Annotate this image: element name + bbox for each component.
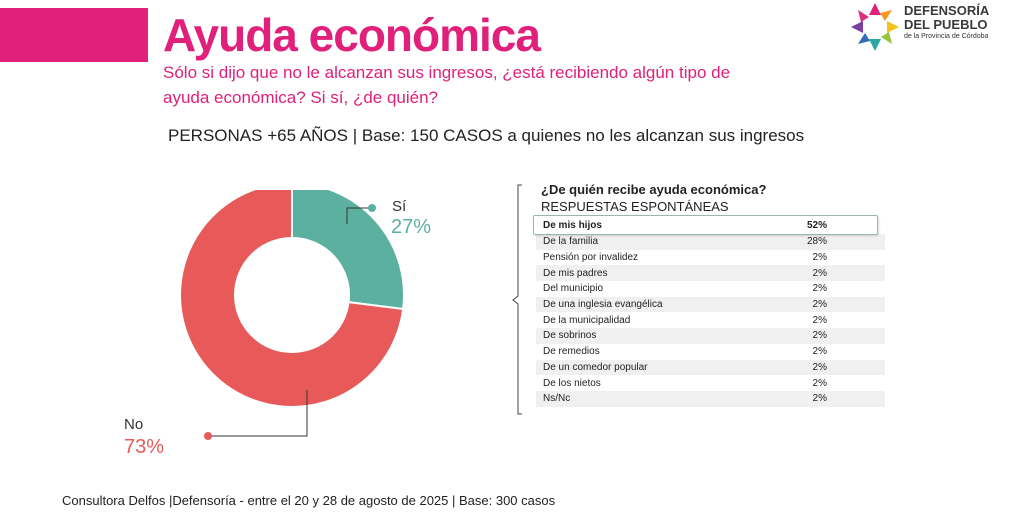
table-row-value: 2% [812, 346, 827, 358]
donut-slice-si [291, 190, 405, 311]
logo-line-2: DEL PUEBLO [904, 17, 988, 32]
top-row-highlight [533, 215, 878, 235]
table-row-label: Pensión por invalidez [543, 252, 639, 264]
table-row: De la familia 28% [536, 234, 885, 250]
header-accent-bar [0, 8, 148, 62]
donut-slices [179, 190, 405, 408]
table-row: Pensión por invalidez 2% [536, 250, 885, 266]
table-row-label: De los nietos [543, 377, 601, 389]
table-row: De una inglesia evangélica 2% [536, 296, 885, 313]
table-row: De un comedor popular 2% [536, 359, 885, 376]
table-row: De sobrinos 2% [536, 328, 885, 344]
table-row-value: 52% [806, 220, 827, 231]
table-row-value: 2% [812, 283, 827, 295]
table-brace [512, 184, 522, 415]
logo-line-3: de la Provincia de Córdoba [904, 33, 989, 40]
si-marker [368, 204, 376, 212]
table-row-value: 2% [812, 314, 827, 326]
table-row-label: De un comedor popular [543, 361, 648, 373]
table-row-label: De remedios [543, 346, 600, 358]
logo-emblem-icon [851, 3, 899, 51]
table-row-value: 2% [812, 377, 827, 389]
table-subtitle: RESPUESTAS ESPONTÁNEAS [541, 199, 729, 214]
data-label-si: 27% [391, 216, 432, 238]
response-table: De mis hijos 52% De la familia 28% Pensión p… [536, 217, 885, 407]
table-row-value: 2% [812, 330, 827, 342]
table-row: De la municipalidad 2% [536, 312, 885, 328]
sample-base: PERSONAS +65 AÑOS | Base: 150 CASOS a qu… [168, 126, 805, 145]
table-row: De mis padres 2% [536, 265, 885, 282]
footer-source: Consultora Delfos |Defensoría - entre el… [62, 493, 556, 508]
logo-line-1: DEFENSORÍA [904, 3, 990, 18]
table-row-value: 2% [812, 299, 827, 311]
table-row: De remedios 2% [536, 344, 885, 360]
table-row-label: De la municipalidad [543, 314, 631, 326]
data-label-no: 73% [124, 436, 165, 458]
table-row-label: De mis padres [543, 267, 608, 279]
page-title: Ayuda económica [163, 9, 541, 61]
table-row-label: Ns/Nc [543, 393, 571, 405]
table-row-label: De mis hijos [543, 220, 602, 231]
table-row-label: De una inglesia evangélica [543, 299, 663, 311]
table-row-value: 2% [812, 361, 827, 373]
table-row: De mis hijos 52% [536, 217, 885, 234]
table-row-value: 2% [812, 267, 827, 279]
defensoria-logo: DEFENSORÍA DEL PUEBLO de la Provincia de… [848, 0, 1013, 56]
table-row: Ns/Nc 2% [536, 390, 885, 407]
callout-lines [204, 204, 376, 440]
table-row-label: De sobrinos [543, 330, 597, 342]
table-title: ¿De quién recibe ayuda económica? [541, 182, 767, 197]
table-row-value: 2% [812, 252, 827, 264]
legend-label-si: Sí [392, 198, 407, 215]
table-row-label: De la familia [543, 236, 599, 248]
no-marker [204, 432, 212, 440]
table-row: De los nietos 2% [536, 375, 885, 391]
donut-chart [179, 190, 405, 440]
survey-question: Sólo si dijo que no le alcanzan sus ingr… [163, 63, 731, 107]
legend-label-no: No [124, 416, 144, 433]
table-row: Del municipio 2% [536, 281, 885, 297]
table-row-label: Del municipio [543, 283, 604, 295]
table-row-value: 2% [812, 393, 827, 405]
table-row-value: 28% [806, 236, 827, 248]
